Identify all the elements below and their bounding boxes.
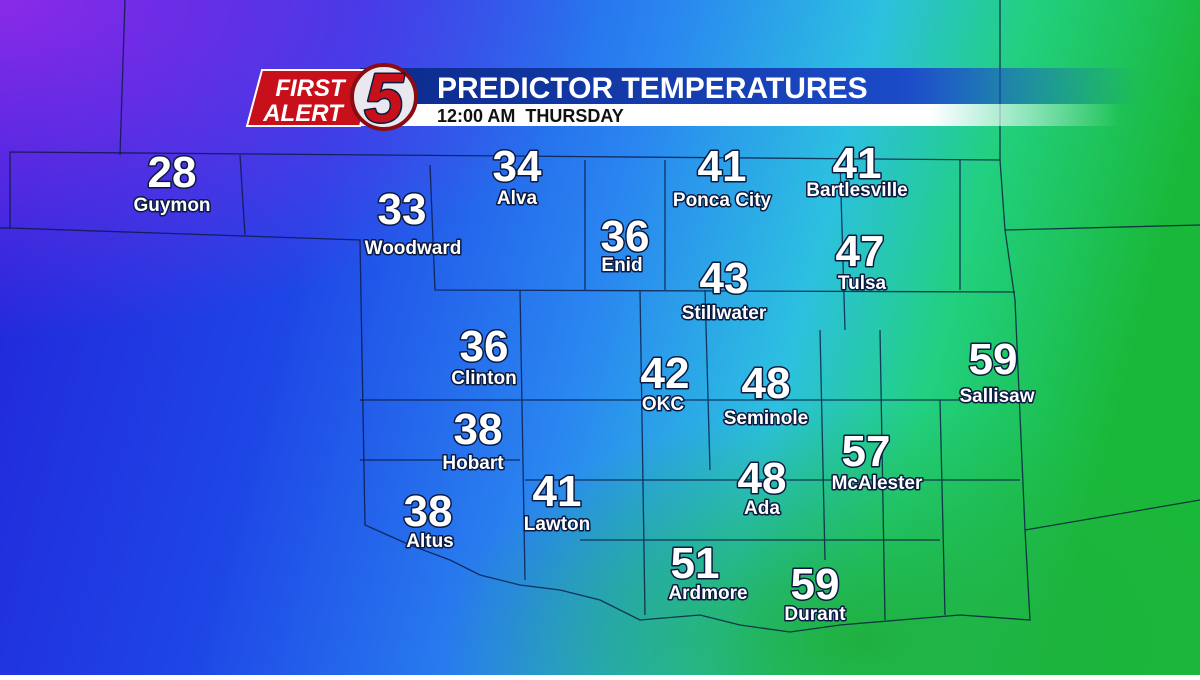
city-name: Bartlesville <box>806 180 907 201</box>
temperature: 42 <box>641 349 690 398</box>
city-name: Durant <box>784 604 846 625</box>
borders <box>0 0 1200 633</box>
subtitle-bar <box>360 104 1120 126</box>
city-name: Clinton <box>451 368 516 389</box>
temperature: 36 <box>460 322 509 371</box>
city-name: Enid <box>601 255 642 276</box>
temperature: 57 <box>842 427 891 476</box>
city-name: OKC <box>642 394 685 415</box>
temperature: 28 <box>148 148 197 197</box>
city-name: Stillwater <box>682 303 767 324</box>
city-name: Ada <box>744 498 780 519</box>
city-name: Alva <box>497 188 538 209</box>
temperature: 43 <box>700 254 749 303</box>
state-outline <box>9 151 1031 633</box>
city-name: McAlester <box>832 473 923 494</box>
city-name: Guymon <box>133 195 210 216</box>
logo-channel: 5 <box>365 59 405 137</box>
logo-circle <box>350 63 418 131</box>
city-name: Tulsa <box>838 273 887 294</box>
temperature: 59 <box>791 560 840 609</box>
subtitle: 12:00 AM THURSDAY <box>437 106 624 126</box>
title-bar <box>360 68 1140 104</box>
temperature: 38 <box>454 405 503 454</box>
temperature: 34 <box>493 142 542 191</box>
logo-line2: ALERT <box>262 100 345 127</box>
city-name: Ponca City <box>673 190 772 211</box>
temperature: 41 <box>533 467 582 516</box>
city-name: Seminole <box>724 408 808 429</box>
temperature: 41 <box>698 142 747 191</box>
city-name: Hobart <box>442 453 504 474</box>
temperature: 33 <box>378 185 427 234</box>
logo-line1: FIRST <box>275 75 347 102</box>
temperature: 47 <box>836 227 885 276</box>
city-name: Ardmore <box>668 583 747 604</box>
temperature: 48 <box>742 359 791 408</box>
temperature: 51 <box>671 539 720 588</box>
city-name: Sallisaw <box>960 386 1035 407</box>
temperature: 38 <box>404 487 453 536</box>
temperature: 36 <box>601 212 650 261</box>
city-name: Altus <box>406 531 454 552</box>
city-name: Woodward <box>365 238 462 259</box>
header: PREDICTOR TEMPERATURES 12:00 AM THURSDAY… <box>245 58 1140 139</box>
temperature: 59 <box>969 335 1018 384</box>
logo-badge <box>245 69 377 127</box>
city-name: Lawton <box>524 514 591 535</box>
title: PREDICTOR TEMPERATURES <box>437 72 868 105</box>
temperature: 41 <box>833 139 882 188</box>
temperature: 48 <box>738 454 787 503</box>
